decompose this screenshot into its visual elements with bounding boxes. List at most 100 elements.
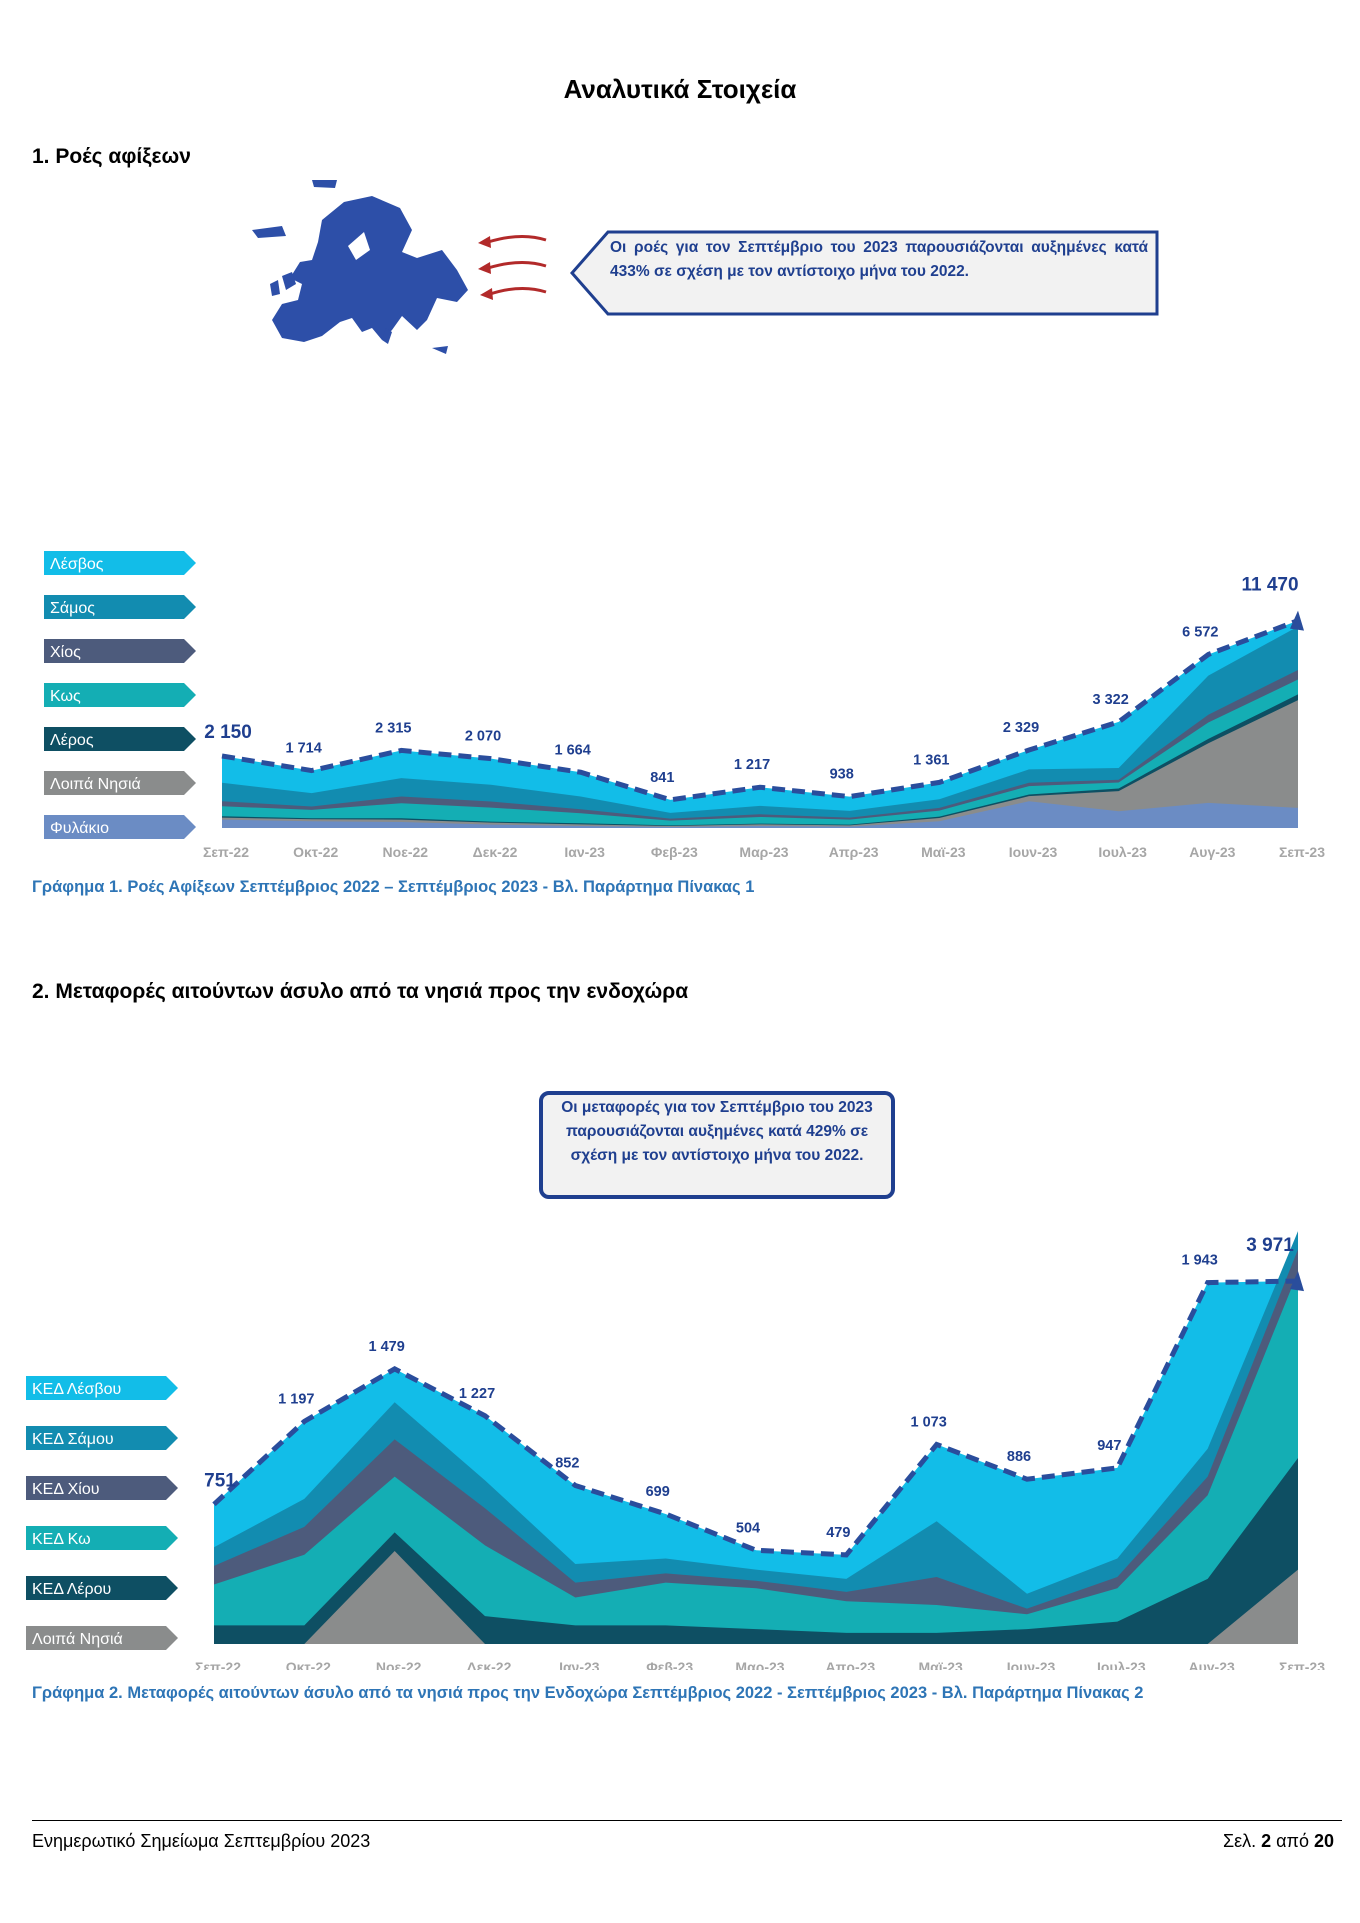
- chart-2-legend-swatch: [26, 1476, 178, 1500]
- page-current: 2: [1261, 1831, 1272, 1851]
- chart-2-total-label: 947: [1097, 1438, 1121, 1454]
- chart-1-legend-label: Λοιπά Νησιά: [50, 776, 141, 793]
- chart-2-legend-item: Λοιπά Νησιά: [26, 1626, 178, 1650]
- chart-2-area-ΚΕΔ Κω: [214, 1272, 1298, 1644]
- chart-1-x-tick: Σεπ-22: [203, 844, 249, 860]
- chart-1-total-label: 3 322: [1093, 692, 1129, 708]
- chart-1-legend-label: Χίος: [50, 644, 81, 661]
- chart-2-total-line: [212, 1278, 1299, 1558]
- chart-1-total-label: 1 361: [913, 752, 949, 768]
- europe-map-icon: [252, 180, 468, 354]
- chart-2-legend-swatch: [26, 1576, 178, 1600]
- chart-1-total-label: 2 070: [465, 729, 501, 745]
- chart-1-area-Σάμος: [222, 626, 1298, 828]
- chart-1-legend-swatch: [44, 683, 196, 707]
- footer-title: Ενημερωτικό Σημείωμα Σεπτεμβρίου 2023: [32, 1831, 371, 1851]
- chart-1-legend-item: Λοιπά Νησιά: [44, 771, 196, 795]
- chart-2-total-label: 1 943: [1182, 1253, 1218, 1269]
- chart-2-legend-swatch: [26, 1426, 178, 1450]
- chart-2-total-label: 1 197: [278, 1391, 314, 1407]
- chart-1-legend-item: Κως: [44, 683, 196, 707]
- chart-1-x-tick: Σεπ-23: [1279, 844, 1325, 860]
- section-1-callout: Οι ροές για τον Σεπτέμβριο του 2023 παρο…: [610, 239, 1148, 280]
- chart-1-total-label: 1 664: [555, 742, 591, 758]
- chart-1-total-label: 6 572: [1182, 624, 1218, 640]
- chart-2-legend-label: ΚΕΔ Λέρου: [32, 1581, 111, 1598]
- section-1-callout-shape: [570, 230, 1159, 316]
- chart-2-legend-swatch: [26, 1376, 178, 1400]
- chart-1-legend-label: Κως: [50, 688, 81, 705]
- chart-1-total-line: [221, 618, 1299, 803]
- chart-1-total-label: 11 470: [1241, 575, 1298, 596]
- chart-2-legend-label: ΚΕΔ Κω: [32, 1531, 91, 1548]
- chart-2-legend-item: ΚΕΔ Κω: [26, 1526, 178, 1550]
- chart-2-total-arrowhead: [1290, 1271, 1304, 1292]
- section-2-callout: Οι μεταφορές για τον Σεπτέμβριο του 2023…: [561, 1099, 873, 1164]
- chart-2-legend-label: Λοιπά Νησιά: [32, 1631, 123, 1648]
- chart-2-caption: Γράφημα 2. Μεταφορές αιτούντων άσυλο από…: [32, 1684, 1144, 1702]
- chart-2-legend-swatch: [26, 1526, 178, 1550]
- chart-1-x-tick: Απρ-23: [829, 844, 879, 860]
- chart-1-area-Κως: [222, 679, 1298, 828]
- chart-1-legend-swatch: [44, 639, 196, 663]
- chart-1-total-arrowhead: [1290, 610, 1304, 631]
- footer-divider: [32, 1820, 1342, 1821]
- chart-1-legend-swatch: [44, 815, 196, 839]
- chart-1-area-Λέρος: [222, 694, 1298, 828]
- chart-1-x-tick: Μαρ-23: [739, 844, 788, 860]
- chart-2-legend-item: ΚΕΔ Λέρου: [26, 1576, 178, 1600]
- incoming-arrows-icon: [478, 235, 547, 300]
- section-2-heading: 2. Μεταφορές αιτούντων άσυλο από τα νησι…: [32, 980, 689, 1003]
- chart-1-x-tick: Μαϊ-23: [921, 844, 966, 860]
- chart-2-x-tick: Ιουλ-23: [1097, 1659, 1146, 1670]
- chart-2-x-tick: Μαρ-23: [735, 1659, 784, 1670]
- chart-2-legend-item: ΚΕΔ Σάμου: [26, 1426, 178, 1450]
- chart-1-legend-swatch: [44, 595, 196, 619]
- chart-1-total-label: 938: [830, 767, 854, 783]
- chart-1-legend-label: Λέσβος: [50, 556, 104, 573]
- chart-1-legend-swatch: [44, 771, 196, 795]
- chart-2-x-tick: Απρ-23: [825, 1659, 875, 1670]
- chart-2-area-Λοιπά Νησιά: [214, 1551, 1298, 1644]
- chart-2-total-label: 1 227: [459, 1386, 495, 1402]
- chart-2-total-label: 886: [1007, 1449, 1031, 1465]
- chart-2-legend-item: ΚΕΔ Χίου: [26, 1476, 178, 1500]
- chart-1-x-tick: Ιουν-23: [1009, 844, 1058, 860]
- chart-2-x-tick: Οκτ-22: [286, 1659, 331, 1670]
- chart-1-legend-item: Φυλάκιο: [44, 815, 196, 839]
- chart-2-x-tick: Σεπ-23: [1279, 1659, 1325, 1670]
- chart-1-legend-label: Λέρος: [50, 732, 94, 749]
- chart-1-legend-swatch: [44, 727, 196, 751]
- chart-2-x-tick: Αυγ-23: [1189, 1659, 1235, 1670]
- page-number: Σελ. 2 από 20: [1223, 1831, 1334, 1852]
- chart-2-legend-label: ΚΕΔ Χίου: [32, 1481, 99, 1498]
- chart-1-total-label: 1 217: [734, 757, 770, 773]
- chart-2-total-label: 1 073: [911, 1414, 947, 1430]
- chart-2-x-tick: Ιαν-23: [559, 1659, 600, 1670]
- chart-2-total-label: 852: [555, 1456, 579, 1472]
- chart-1-legend-item: Σάμος: [44, 595, 196, 619]
- chart-1-total-label: 2 329: [1003, 720, 1039, 736]
- chart-1-legend-label: Φυλάκιο: [50, 820, 109, 837]
- chart-2-legend-item: ΚΕΔ Λέσβου: [26, 1376, 178, 1400]
- chart-2-area-ΚΕΔ Χίου: [214, 1249, 1298, 1644]
- chart-2-total-label: 751: [204, 1470, 236, 1491]
- page-prefix: Σελ.: [1222, 1831, 1262, 1851]
- chart-2-total-label: 479: [826, 1525, 850, 1541]
- chart-1-caption: Γράφημα 1. Ροές Αφίξεων Σεπτέμβριος 2022…: [32, 878, 755, 896]
- chart-2-total-label: 1 479: [369, 1339, 405, 1355]
- chart-2-x-tick: Μαϊ-23: [918, 1659, 963, 1670]
- arrivals-area-chart: 2 150 1 714 2 315 2 070 1 664 841 1 217 938 1 36…: [44, 551, 1325, 860]
- chart-1-x-tick: Δεκ-22: [473, 844, 518, 860]
- chart-2-x-tick: Φεβ-23: [646, 1659, 693, 1670]
- chart-1-total-label: 2 315: [375, 720, 411, 736]
- page-total: 20: [1313, 1831, 1334, 1851]
- chart-1-x-tick: Ιουλ-23: [1098, 844, 1147, 860]
- section-2-callout-shape: [539, 1091, 895, 1199]
- chart-1-legend-item: Λέρος: [44, 727, 196, 751]
- chart-1-legend-item: Χίος: [44, 639, 196, 663]
- chart-2-legend-label: ΚΕΔ Σάμου: [32, 1431, 114, 1448]
- chart-2-total-label: 3 971: [1246, 1235, 1294, 1256]
- chart-1-area-Φυλάκιο: [222, 801, 1298, 828]
- chart-2-legend-label: ΚΕΔ Λέσβου: [32, 1381, 121, 1398]
